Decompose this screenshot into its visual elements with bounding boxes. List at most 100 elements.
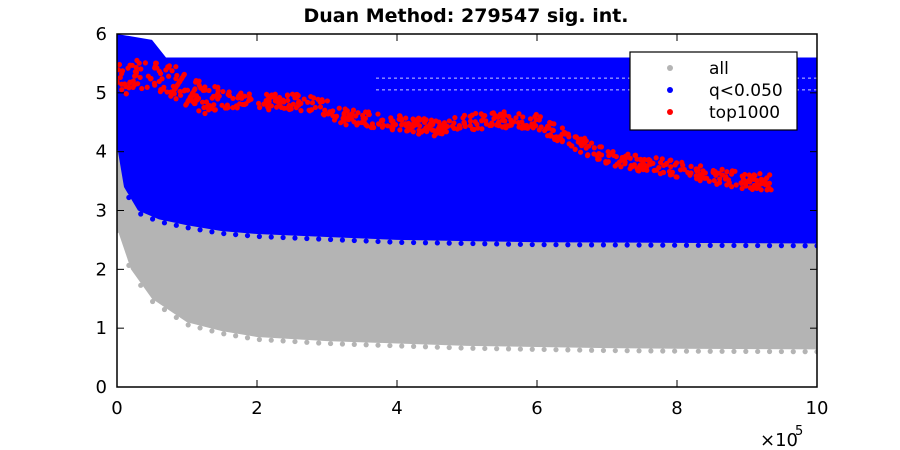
top1000-point [399,122,405,128]
top1000-point [266,98,272,105]
series-0-edge-point [126,262,132,269]
top1000-point [542,128,548,134]
top1000-point [716,170,722,176]
top1000-point [572,134,578,140]
top1000-point [376,121,382,127]
top1000-point [255,100,262,107]
x-exponent-label: ×10 5 [760,424,803,450]
top1000-point [460,115,466,121]
top1000-point [269,92,275,98]
series-0-edge-point [695,348,701,354]
x-tick-label: 10 [806,398,829,419]
top1000-point [659,156,665,162]
top1000-point [516,124,522,130]
top1000-point [693,173,699,179]
top1000-point [168,89,174,95]
top1000-point [169,68,175,74]
top1000-point [724,182,730,188]
top1000-point [604,160,610,166]
top1000-point [446,118,452,124]
top1000-point [403,115,409,121]
series-0-edge-point [624,348,630,354]
svg-text:5: 5 [795,424,803,439]
series-0-edge-point [553,347,559,353]
top1000-point [161,84,167,90]
top1000-point [301,96,307,102]
top1000-point [362,115,369,122]
top1000-point [308,93,314,100]
legend-marker-0 [667,65,673,71]
top1000-point [196,78,202,84]
top1000-point [225,91,231,98]
series-0-edge-point [363,342,369,348]
top1000-point [663,161,669,168]
series-0-edge-point [802,349,808,355]
series-1-edge-point [600,242,607,248]
series-1-edge-point [505,241,512,247]
top1000-point [729,184,735,190]
series-1-edge-point [399,239,405,245]
series-1-edge-point [470,240,476,247]
top1000-point [257,104,263,111]
top1000-point [513,115,519,121]
series-1-edge-point [304,235,310,242]
top1000-point [729,168,735,174]
top1000-point [490,110,497,116]
top1000-point [132,69,138,75]
chart-title: Duan Method: 279547 sig. int. [303,5,628,27]
series-0-edge-point [411,343,417,349]
top1000-point [618,164,624,170]
top1000-point [530,123,536,129]
top1000-point [240,101,246,108]
top1000-point [632,152,639,158]
series-1-edge-point [494,241,500,247]
top1000-point [340,115,346,121]
top1000-point [673,160,680,166]
top1000-point [451,125,457,131]
top1000-point [610,148,616,155]
top1000-point [711,177,717,184]
top1000-point [644,167,650,173]
top1000-point [598,144,605,150]
top1000-point [119,71,125,77]
series-0-edge-point [422,344,429,350]
series-0-edge-point [778,348,785,355]
top1000-point [479,126,485,132]
series-1-edge-point [375,238,381,245]
top1000-point [281,105,287,111]
top1000-point [202,110,208,117]
series-0-edge-point [256,336,262,343]
top1000-point [740,176,747,182]
series-0-edge-point [268,337,274,343]
top1000-point [156,68,162,74]
top1000-point [508,122,514,128]
top1000-point [284,92,291,98]
top1000-point [559,125,565,131]
top1000-point [480,113,486,119]
top1000-point [536,127,542,133]
series-0-edge-point [636,348,642,354]
series-0-edge-point [719,348,725,354]
series-1-edge-point [197,227,203,233]
top1000-point [230,95,236,102]
top1000-point [410,116,416,122]
series-1-edge-point [161,220,168,226]
series-1-edge-point [755,242,761,249]
top1000-point [170,83,176,89]
x-tick-label: 8 [671,398,682,419]
top1000-point [388,115,394,121]
top1000-point [499,124,506,130]
top1000-point [276,100,282,106]
top1000-point [325,111,331,117]
top1000-point [233,103,240,109]
top1000-point [598,152,605,158]
top1000-point [698,174,704,181]
top1000-point [268,103,274,109]
top1000-point [239,95,245,101]
top1000-point [520,114,526,120]
top1000-point [647,161,653,167]
series-0-edge-point [173,314,179,321]
top1000-point [203,99,210,105]
series-1-edge-point [233,231,239,238]
top1000-point [436,119,442,125]
